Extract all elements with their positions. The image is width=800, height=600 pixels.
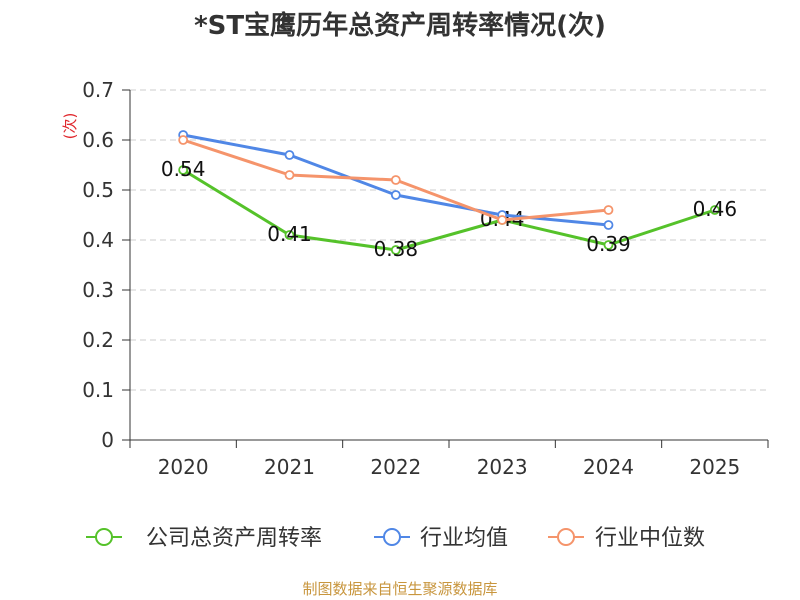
y-tick-label: 0.4 [82,228,114,252]
legend-marker-icon [557,528,575,546]
y-tick-label: 0 [101,428,114,452]
data-label: 0.41 [267,222,312,246]
data-point[interactable] [178,135,189,145]
chart-title: *ST宝鹰历年总资产周转率情况(次) [194,10,606,41]
data-label: 0.38 [374,237,419,261]
y-axis-label: (次) [61,113,79,140]
legend-item[interactable]: 行业均值 [374,526,508,551]
data-point[interactable] [497,215,508,225]
x-tick-label: 2022 [370,455,421,479]
data-point[interactable] [603,240,614,250]
legend-item[interactable]: 行业中位数 [548,526,705,551]
data-point[interactable] [178,165,189,175]
y-tick-label: 0.7 [82,78,114,102]
series-0: 0.540.410.380.440.390.46 [161,157,737,261]
legend-marker-icon [383,528,401,546]
series-line [182,168,716,252]
data-point[interactable] [709,205,720,215]
x-tick-label: 2025 [689,455,740,479]
legend-label: 公司总资产周转率 [146,526,322,551]
data-point[interactable] [603,220,614,230]
data-point[interactable] [284,170,295,180]
data-label: 0.46 [693,197,738,221]
y-tick-label: 0.3 [82,278,114,302]
y-tick-label: 0.1 [82,378,114,402]
data-point[interactable] [390,190,401,200]
axes: 0 0.1 0.2 0.3 0.4 0.5 0.6 0.7 2020 2021 2022 2023 20… [82,78,769,479]
data-label: 0.54 [161,157,206,181]
x-tick-label: 2024 [583,455,634,479]
y-tick-label: 0.5 [82,178,114,202]
series-2 [178,135,614,225]
data-point[interactable] [390,245,401,255]
x-tick-label: 2023 [477,455,528,479]
data-point[interactable] [284,230,295,240]
x-tick-label: 2021 [264,455,315,479]
y-tick-label: 0.6 [82,128,114,152]
legend-label: 行业中位数 [595,526,705,551]
legend: 公司总资产周转率 行业均值 行业中位数 [86,526,705,551]
legend-marker-icon [95,528,113,546]
legend-item[interactable]: 公司总资产周转率 [86,526,322,551]
y-tick-label: 0.2 [82,328,114,352]
data-point[interactable] [603,205,614,215]
grid-lines [130,89,768,391]
data-point[interactable] [390,175,401,185]
x-tick-label: 2020 [158,455,209,479]
data-point[interactable] [284,150,295,160]
footer-source: 制图数据来自恒生聚源数据库 [302,580,497,598]
legend-label: 行业均值 [420,526,508,551]
data-label: 0.39 [586,232,631,256]
series-group: 0.540.410.380.440.390.46 [161,130,737,261]
